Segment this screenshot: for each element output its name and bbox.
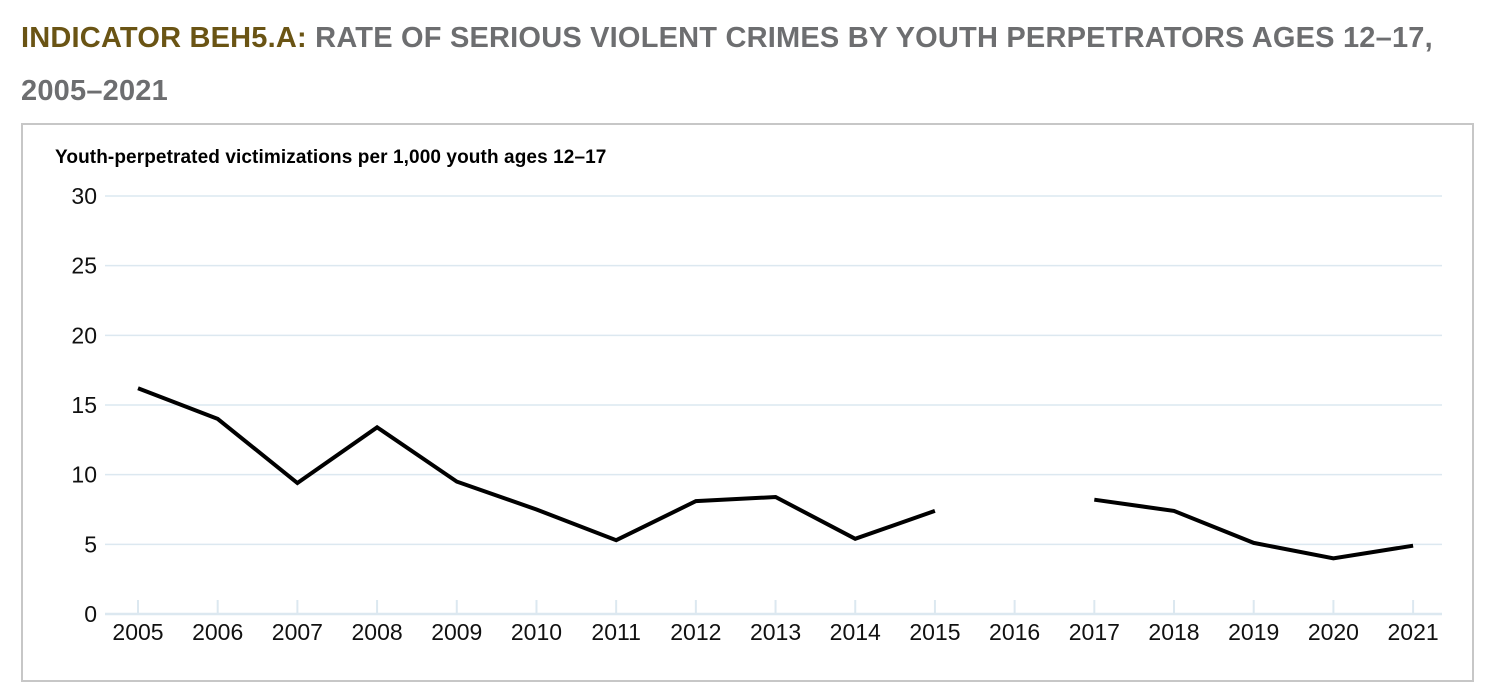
data-line bbox=[137, 386, 936, 543]
x-tick-label: 2006 bbox=[192, 619, 243, 645]
x-tick-label: 2011 bbox=[591, 619, 640, 645]
line-chart: 0 5 10 15 20 25 30 2005 2006 2007 2008 2009 2010 2011… bbox=[71, 183, 1442, 645]
y-tick-label: 10 bbox=[71, 462, 97, 488]
x-tick-label: 2019 bbox=[1228, 619, 1279, 645]
x-tick-label: 2007 bbox=[272, 619, 323, 645]
y-tick-label: 5 bbox=[84, 531, 97, 557]
x-tick-label: 2017 bbox=[1069, 619, 1120, 645]
x-tick-label: 2020 bbox=[1308, 619, 1359, 645]
y-tick-label: 0 bbox=[84, 601, 97, 627]
x-tick-label: 2008 bbox=[351, 619, 402, 645]
y-tick-label: 25 bbox=[71, 253, 97, 279]
x-tick-label: 2010 bbox=[511, 619, 562, 645]
indicator-code-label: INDICATOR BEH5.A: bbox=[21, 22, 307, 54]
chart-axis-title: Youth-perpetrated victimizations per 1,0… bbox=[55, 147, 607, 168]
x-tick-label: 2015 bbox=[909, 619, 960, 645]
x-tick-label: 2014 bbox=[830, 619, 881, 645]
x-tick-label: 2012 bbox=[670, 619, 721, 645]
data-line bbox=[1094, 497, 1414, 561]
x-tick-label: 2018 bbox=[1148, 619, 1199, 645]
x-tick-label: 2016 bbox=[989, 619, 1040, 645]
y-tick-label: 15 bbox=[71, 392, 97, 418]
x-tick-label: 2009 bbox=[431, 619, 482, 645]
page-title-line2: 2005–2021 bbox=[21, 75, 168, 107]
chart-panel: Youth-perpetrated victimizations per 1,0… bbox=[21, 123, 1474, 682]
x-tick-label: 2013 bbox=[750, 619, 801, 645]
page-title-text: RATE OF SERIOUS VIOLENT CRIMES BY YOUTH … bbox=[315, 22, 1433, 54]
page-title: INDICATOR BEH5.A: RATE OF SERIOUS VIOLEN… bbox=[21, 12, 1483, 118]
y-tick-label: 20 bbox=[71, 322, 97, 348]
y-tick-label: 30 bbox=[71, 183, 97, 209]
x-tick-label: 2005 bbox=[112, 619, 163, 645]
x-tick-label: 2021 bbox=[1388, 619, 1439, 645]
